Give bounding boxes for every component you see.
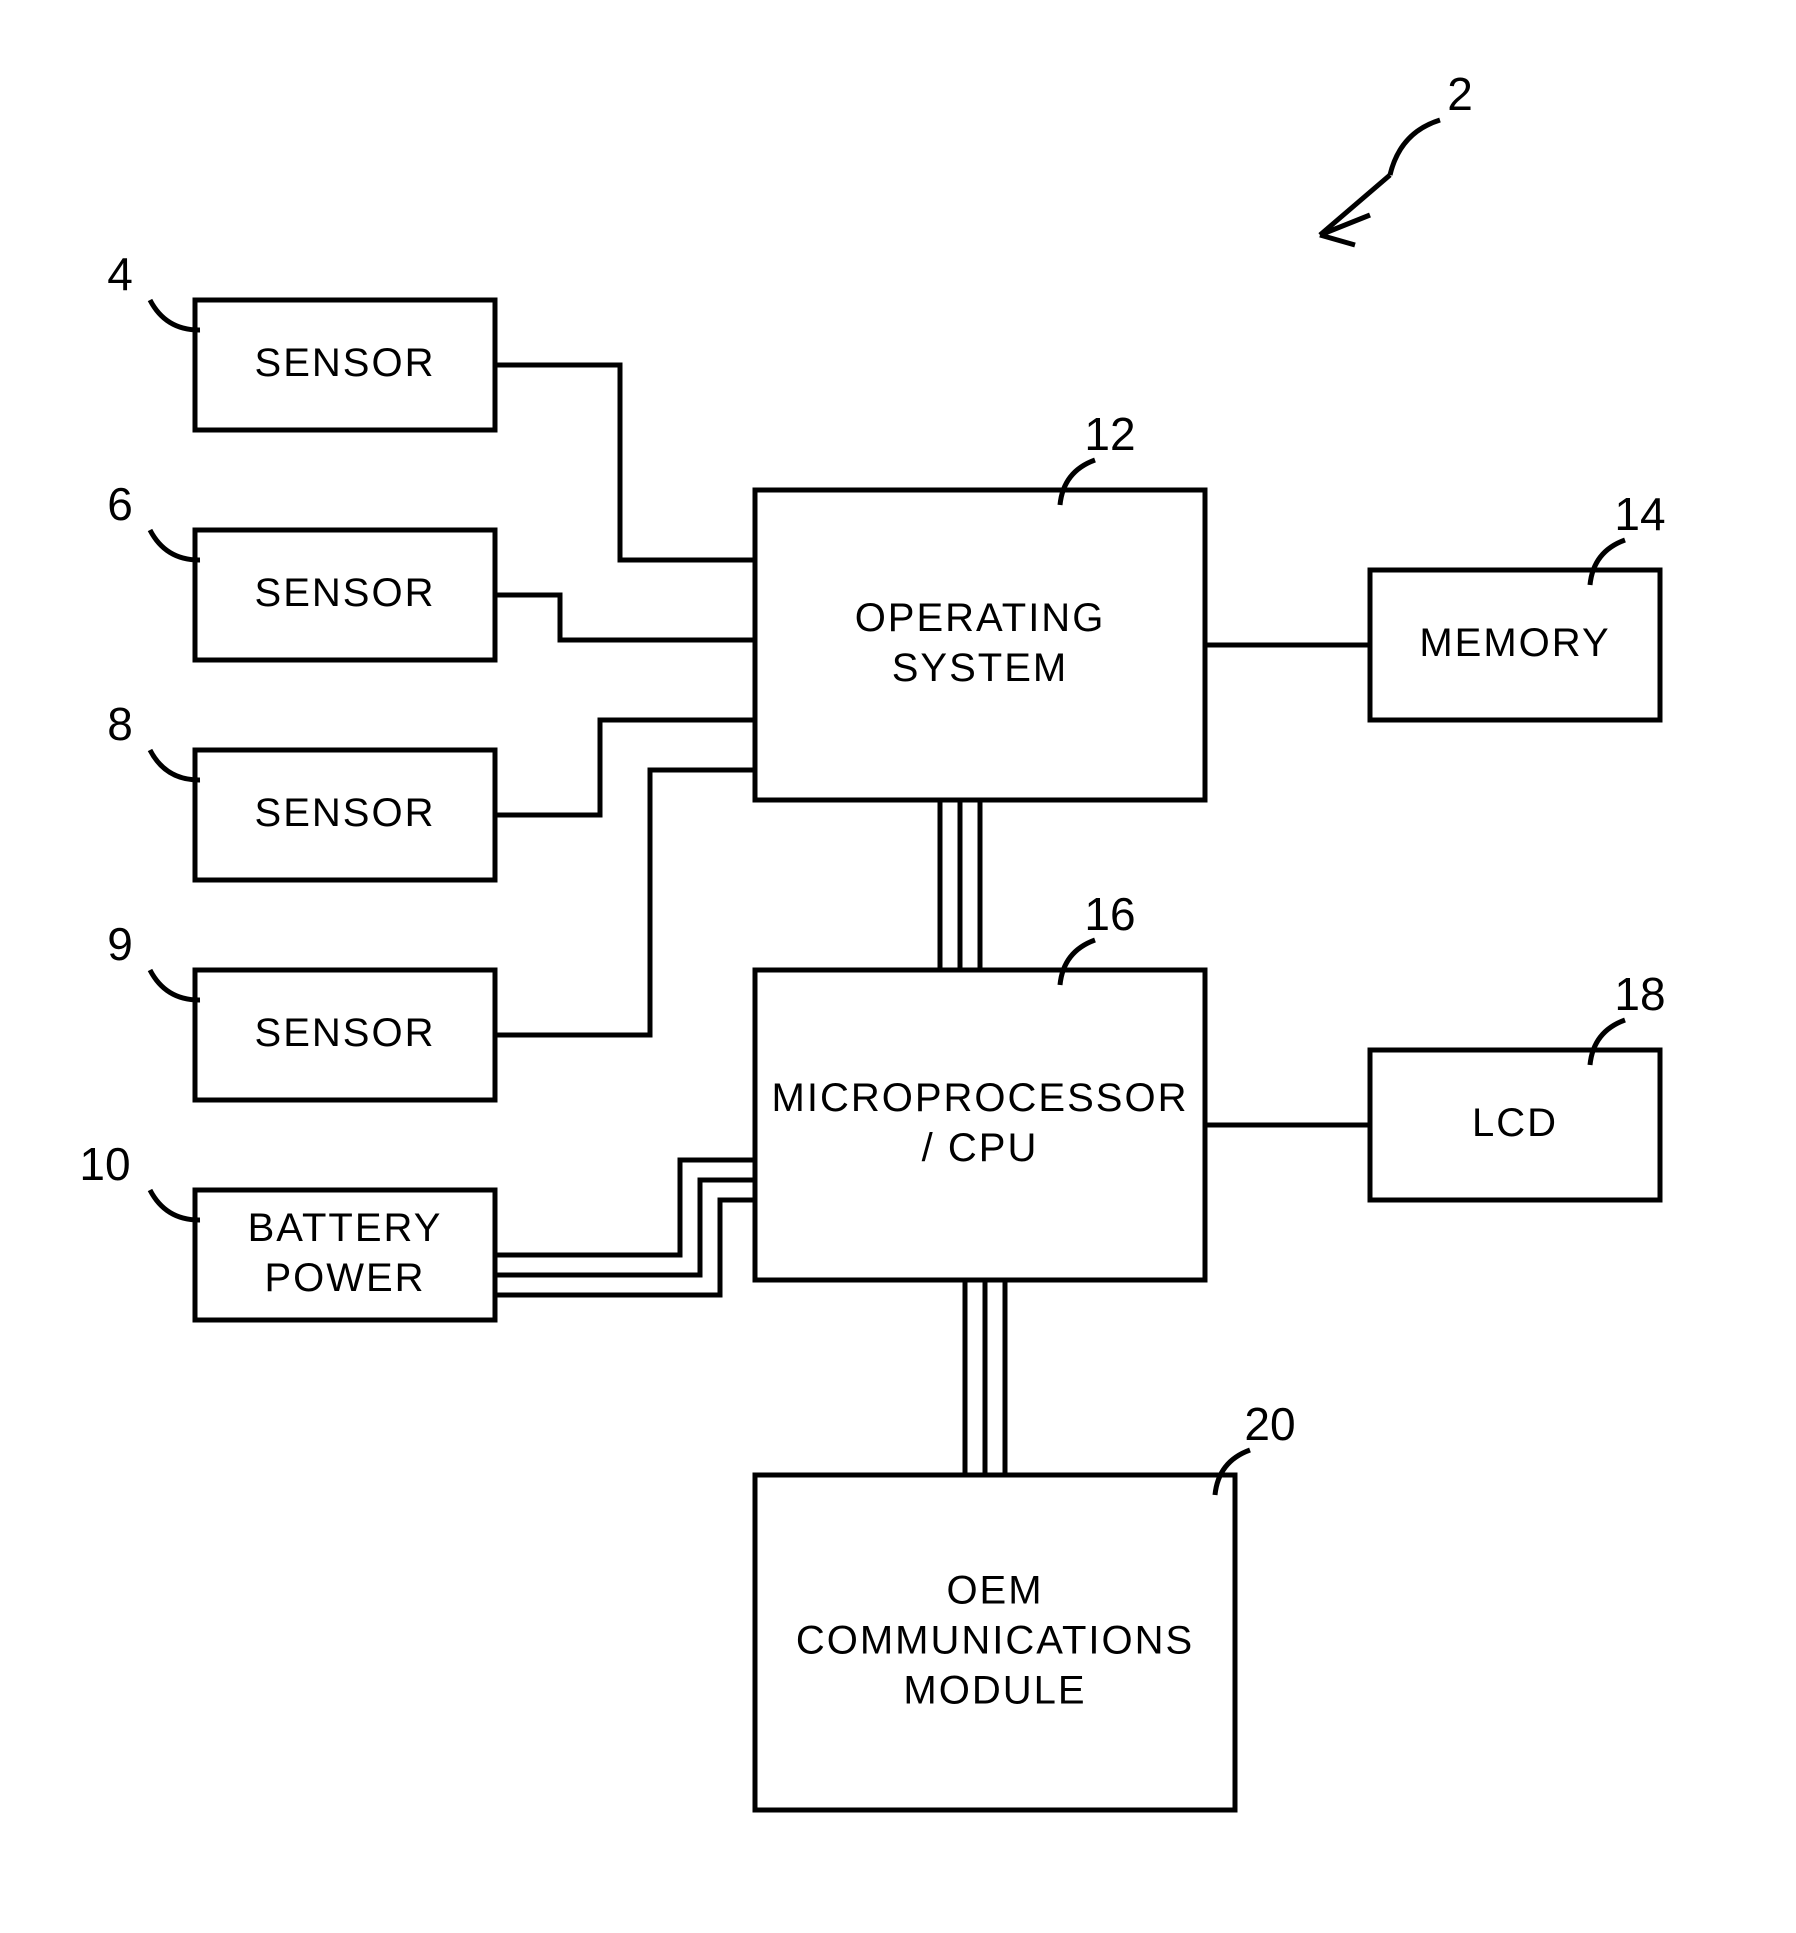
ref-overall: 2 [1320,68,1473,245]
ref-number: 6 [107,478,133,530]
block-sensor8: SENSOR [195,750,495,880]
bus-wire [495,1180,755,1275]
block-label: SENSOR [255,1011,436,1055]
block-label: SYSTEM [892,646,1068,690]
ref-arrow-head [1320,215,1370,245]
block-label: COMMUNICATIONS [796,1619,1194,1663]
ref-number: 2 [1447,68,1473,120]
block-cpu16: MICROPROCESSOR / CPU [755,970,1205,1280]
block-rect [755,490,1205,800]
block-label: MEMORY [1419,621,1610,665]
block-label: POWER [264,1256,425,1300]
ref-number: 16 [1084,888,1135,940]
block-label: / CPU [922,1126,1039,1170]
block-memory14: MEMORY [1370,570,1660,720]
bus-wire [495,1160,755,1255]
block-os12: OPERATING SYSTEM [755,490,1205,800]
block-sensor9: SENSOR [195,970,495,1100]
block-label: LCD [1472,1101,1558,1145]
ref-arrow-shaft [1320,175,1390,235]
ref-number: 4 [107,248,133,300]
block-label: SENSOR [255,791,436,835]
ref-r6: 6 [107,478,200,560]
bus-wire [495,1200,755,1295]
wire [495,365,755,560]
block-sensor4: SENSOR [195,300,495,430]
block-sensor6: SENSOR [195,530,495,660]
ref-r4: 4 [107,248,200,330]
block-label: SENSOR [255,341,436,385]
block-label: SENSOR [255,571,436,615]
block-lcd18: LCD [1370,1050,1660,1200]
ref-tick [1390,120,1440,175]
block-battery10: BATTERY POWER [195,1190,495,1320]
ref-number: 9 [107,918,133,970]
block-label: BATTERY [248,1206,443,1250]
block-oem20: OEM COMMUNICATIONS MODULE [755,1475,1235,1810]
wire [495,770,755,1035]
boxes: SENSOR SENSOR SENSOR SENSOR BATTERY POWER OPER… [195,300,1660,1810]
ref-number: 8 [107,698,133,750]
ref-number: 18 [1614,968,1665,1020]
wire [495,595,755,640]
ref-number: 10 [79,1138,130,1190]
ref-r8: 8 [107,698,200,780]
ref-number: 20 [1244,1398,1295,1450]
block-label: MODULE [903,1669,1086,1713]
ref-r10: 10 [79,1138,200,1220]
block-rect [755,970,1205,1280]
block-label: MICROPROCESSOR [772,1076,1189,1120]
block-label: OPERATING [855,596,1106,640]
ref-number: 14 [1614,488,1665,540]
block-label: OEM [946,1569,1043,1613]
ref-number: 12 [1084,408,1135,460]
ref-r9: 9 [107,918,200,1000]
block-diagram: SENSOR SENSOR SENSOR SENSOR BATTERY POWER OPER… [0,0,1796,1933]
